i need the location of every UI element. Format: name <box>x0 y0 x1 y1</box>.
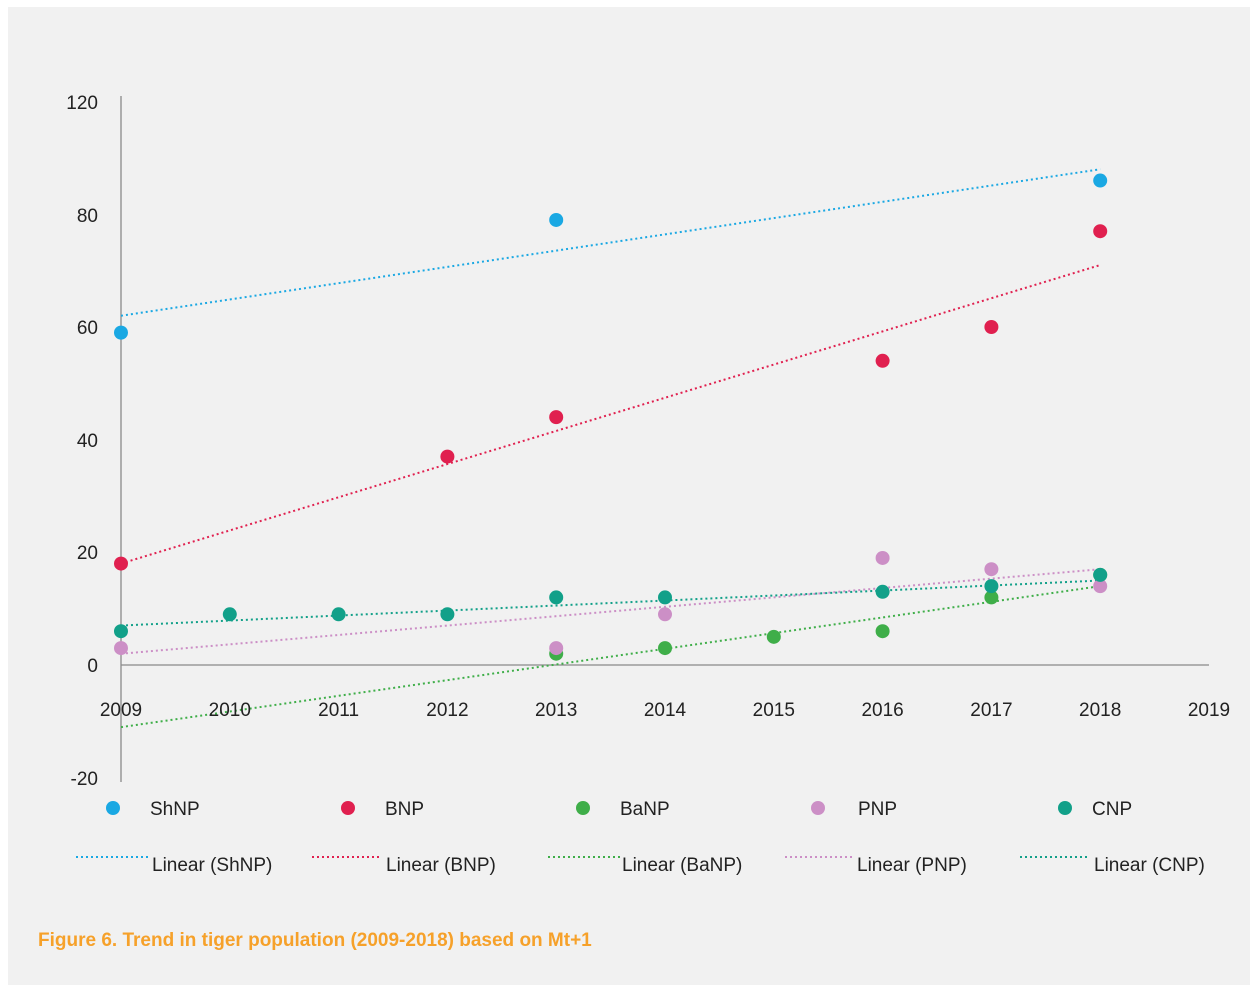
trendline-cnp <box>120 579 1101 627</box>
point-pnp <box>875 550 890 565</box>
legend-marker-cnp <box>1058 801 1072 815</box>
y-tick-label: 40 <box>77 431 98 452</box>
point-bnp <box>984 320 999 334</box>
point-cnp <box>440 607 455 622</box>
chart-panel <box>8 7 1250 985</box>
y-tick-label: -20 <box>71 769 98 790</box>
point-cnp <box>331 607 346 622</box>
x-tick-label: 2012 <box>426 700 468 721</box>
point-pnp <box>114 641 128 656</box>
legend-marker-shnp <box>106 801 120 815</box>
point-bnp <box>875 353 890 368</box>
x-tick-label: 2013 <box>535 700 577 721</box>
legend-trend-label-cnp: Linear (CNP) <box>1094 855 1205 876</box>
point-bnp <box>549 410 564 425</box>
y-tick-label: 120 <box>66 93 98 114</box>
x-tick-label: 2016 <box>861 700 903 721</box>
point-banp <box>658 641 672 656</box>
x-tick-label: 2011 <box>318 700 359 721</box>
point-pnp <box>1093 579 1108 594</box>
legend-trend-label-shnp: Linear (ShNP) <box>152 855 272 876</box>
trendlines <box>120 168 1101 729</box>
legend-trend-label-pnp: Linear (PNP) <box>857 855 967 876</box>
point-bnp <box>114 556 128 571</box>
point-cnp <box>114 624 128 639</box>
y-tick-label: 20 <box>77 543 98 564</box>
legend: ShNP Linear (ShNP) BNP Linear (BNP) BaNP Line… <box>76 799 1205 876</box>
legend-trend-label-banp: Linear (BaNP) <box>622 855 742 876</box>
point-cnp <box>984 579 999 594</box>
point-bnp <box>440 449 455 464</box>
legend-label-bnp: BNP <box>385 799 424 820</box>
point-shnp <box>114 325 128 340</box>
point-cnp <box>222 607 237 622</box>
axes <box>120 96 1209 782</box>
x-tick-label: 2010 <box>209 700 251 721</box>
tick-labels: 120 80 60 40 20 0 -20 2009 2010 2011 2012 2013 2014 2… <box>66 93 1230 790</box>
trendline-banp <box>120 585 1101 729</box>
trendline-bnp <box>120 264 1101 565</box>
legend-marker-banp <box>576 801 590 815</box>
y-tick-label: 60 <box>77 318 98 339</box>
point-bnp <box>1093 224 1108 239</box>
legend-label-pnp: PNP <box>858 799 897 820</box>
x-tick-label: 2015 <box>753 700 795 721</box>
legend-trend-label-bnp: Linear (BNP) <box>386 855 496 876</box>
point-shnp <box>549 212 564 227</box>
point-cnp <box>875 584 890 599</box>
legend-label-shnp: ShNP <box>150 799 200 820</box>
point-cnp <box>1093 567 1108 582</box>
point-banp <box>984 590 999 605</box>
point-cnp <box>549 590 564 605</box>
x-tick-label: 2019 <box>1188 700 1230 721</box>
legend-marker-pnp <box>811 801 825 815</box>
point-pnp <box>549 641 564 656</box>
x-tick-label: 2009 <box>100 700 142 721</box>
legend-marker-bnp <box>341 801 355 815</box>
y-tick-label: 80 <box>77 206 98 227</box>
data-points <box>114 173 1108 661</box>
y-tick-label: 0 <box>87 656 98 677</box>
point-banp <box>766 629 781 644</box>
x-tick-label: 2014 <box>644 700 687 721</box>
figure-caption: Figure 6. Trend in tiger population (200… <box>38 930 592 951</box>
x-tick-label: 2018 <box>1079 700 1121 721</box>
trendline-shnp <box>120 168 1101 317</box>
legend-label-cnp: CNP <box>1092 799 1132 820</box>
point-cnp <box>658 590 672 605</box>
x-tick-label: 2017 <box>970 700 1012 721</box>
trendline-pnp <box>120 568 1101 655</box>
legend-label-banp: BaNP <box>620 799 670 820</box>
point-banp <box>875 624 890 639</box>
point-pnp <box>984 562 999 577</box>
point-shnp <box>1093 173 1108 188</box>
point-pnp <box>658 607 672 622</box>
